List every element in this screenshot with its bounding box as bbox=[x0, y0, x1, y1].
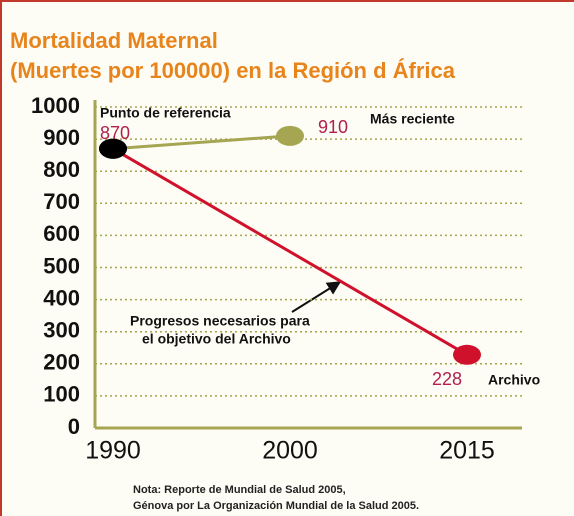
chart-title: Mortalidad Maternal bbox=[10, 28, 218, 53]
annotation: Progresos necesarios para bbox=[130, 313, 310, 329]
y-tick-label: 0 bbox=[68, 414, 80, 439]
y-tick-label: 500 bbox=[43, 253, 80, 278]
y-tick-label: 700 bbox=[43, 189, 80, 214]
y-tick-label: 600 bbox=[43, 221, 80, 246]
x-tick-label: 2015 bbox=[439, 437, 495, 465]
x-tick-label: 1990 bbox=[85, 437, 141, 465]
annotation: Más reciente bbox=[370, 111, 455, 127]
point bbox=[99, 138, 127, 159]
line bbox=[112, 134, 291, 151]
line bbox=[112, 147, 468, 357]
y-tick-label: 900 bbox=[43, 125, 80, 150]
arrow bbox=[291, 281, 342, 313]
note: Génova por La Organización Mundial de la… bbox=[133, 500, 419, 512]
annotation: el objetivo del Archivo bbox=[142, 331, 291, 347]
point bbox=[453, 344, 481, 365]
point bbox=[276, 125, 304, 146]
y-tick-label: 200 bbox=[43, 350, 80, 375]
y-tick-label: 300 bbox=[43, 318, 80, 343]
chart-title: (Muertes por 100000) en la Región d Áfri… bbox=[10, 58, 456, 83]
x-tick-label: 2000 bbox=[262, 437, 318, 465]
value-label: 228 bbox=[432, 369, 462, 389]
annotation: Archivo bbox=[488, 372, 540, 388]
value-label: 910 bbox=[318, 117, 348, 137]
y-tick-label: 800 bbox=[43, 157, 80, 182]
annotation: Punto de referencia bbox=[100, 105, 231, 121]
value-label: 870 bbox=[100, 123, 130, 143]
y-tick-label: 400 bbox=[43, 285, 80, 310]
note: Nota: Reporte de Mundial de Salud 2005, bbox=[133, 484, 346, 496]
y-tick-label: 1000 bbox=[31, 93, 80, 118]
y-tick-label: 100 bbox=[43, 382, 80, 407]
